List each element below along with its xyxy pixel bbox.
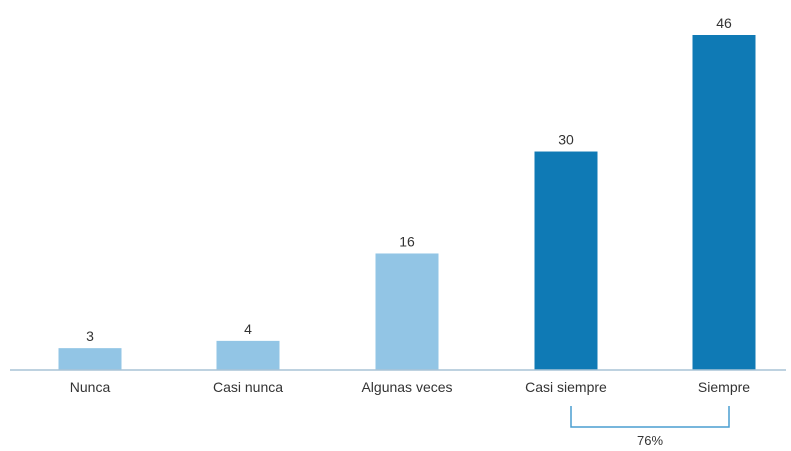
value-labels-group: 3 4 16 30 46 [86,15,732,344]
category-label: Nunca [70,379,111,395]
category-label: Casi nunca [213,379,283,395]
bar-algunas-veces [375,253,439,370]
value-label: 4 [244,321,252,337]
category-labels-group: Nunca Casi nunca Algunas veces Casi siempre… [70,379,751,395]
bar-nunca [58,348,122,370]
bracket-annotation: 76% [570,406,730,448]
bars-group [58,35,756,370]
bar-casi-nunca [216,340,280,370]
bracket-label: 76% [637,433,663,448]
value-label: 30 [558,132,574,148]
bar-casi-siempre [534,151,598,370]
category-label: Siempre [698,379,750,395]
value-label: 3 [86,328,94,344]
bar-siempre [692,35,756,370]
value-label: 16 [399,233,415,249]
value-label: 46 [716,15,732,31]
category-label: Casi siempre [525,379,607,395]
category-label: Algunas veces [361,379,452,395]
bracket-line [570,406,730,428]
